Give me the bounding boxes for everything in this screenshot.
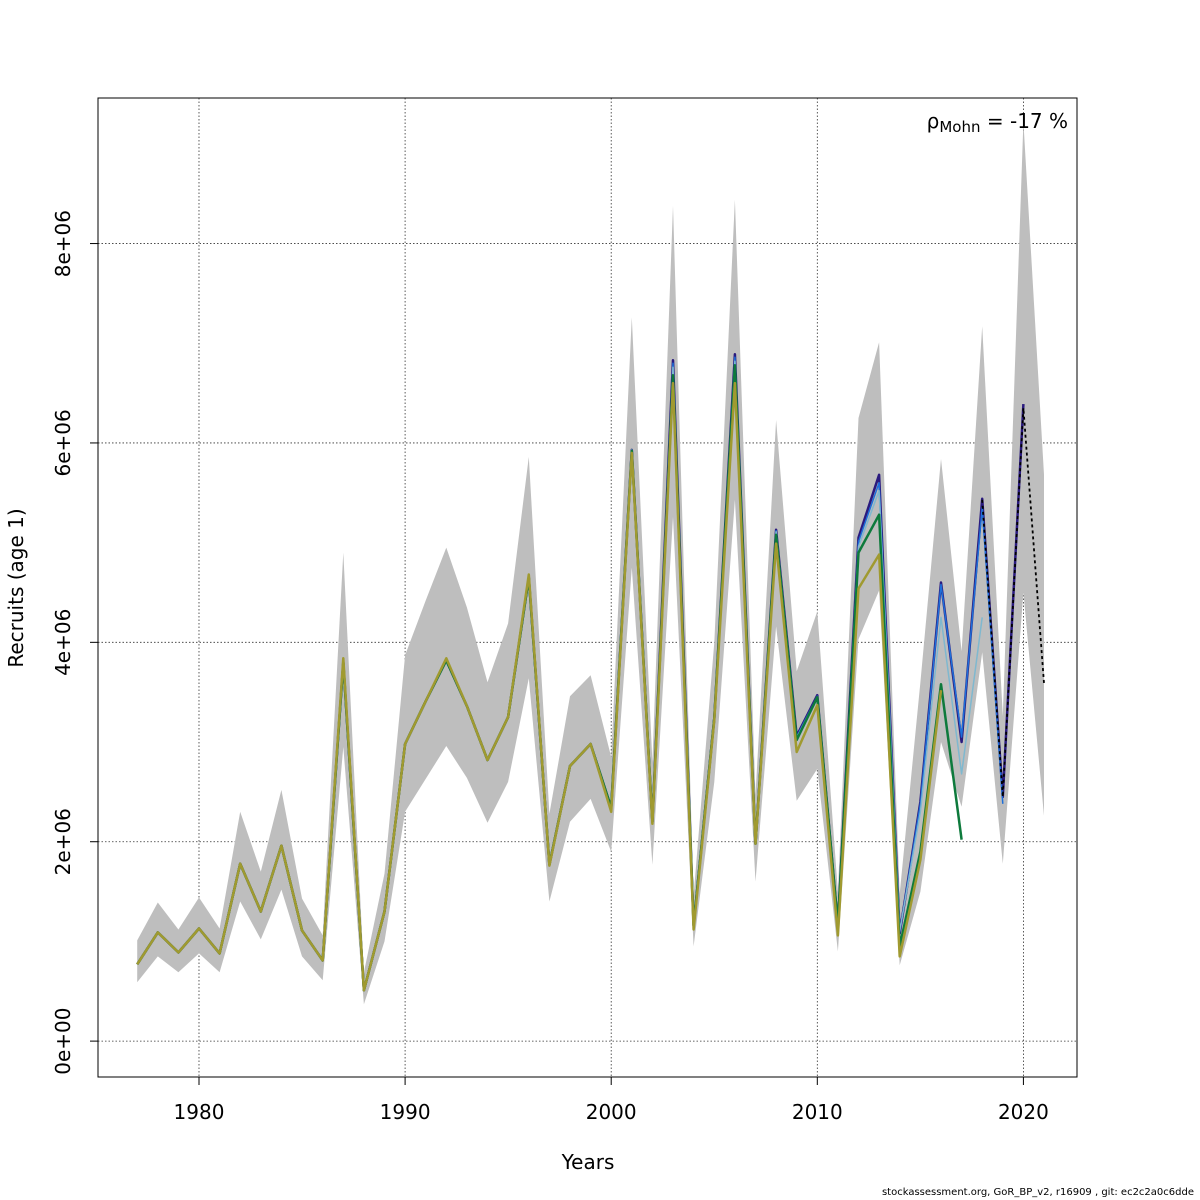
footer-credit: stockassessment.org, GoR_BP_v2, r16909 ,… (881, 1187, 1194, 1198)
series-lines-layer (136, 352, 1045, 992)
x-tick-label: 2000 (586, 1100, 637, 1124)
x-tick-label: 2010 (792, 1100, 843, 1124)
y-tick-label: 6e+06 (51, 409, 75, 476)
rho-value: = -17 % (981, 109, 1069, 133)
x-axis: 1980 1990 2000 2010 2020 (174, 1076, 1049, 1124)
y-tick-label: 4e+06 (51, 609, 75, 676)
y-tick-label: 0e+00 (51, 1007, 75, 1074)
rho-symbol: ρ (927, 109, 940, 133)
series-line-5 (136, 381, 943, 992)
x-tick-label: 1980 (174, 1100, 225, 1124)
x-axis-title: Years (561, 1150, 615, 1174)
rho-subscript: Mohn (939, 118, 980, 136)
y-tick-label: 2e+06 (51, 808, 75, 875)
series-line-6 (981, 407, 1045, 798)
mohn-rho-annotation: ρMohn = -17 % (927, 109, 1068, 136)
x-tick-label: 2020 (998, 1100, 1049, 1124)
y-axis: 0e+00 2e+06 4e+06 6e+06 8e+06 (51, 210, 99, 1075)
y-axis-title: Recruits (age 1) (4, 508, 28, 667)
x-tick-label: 1990 (380, 1100, 431, 1124)
y-tick-label: 8e+06 (51, 210, 75, 277)
